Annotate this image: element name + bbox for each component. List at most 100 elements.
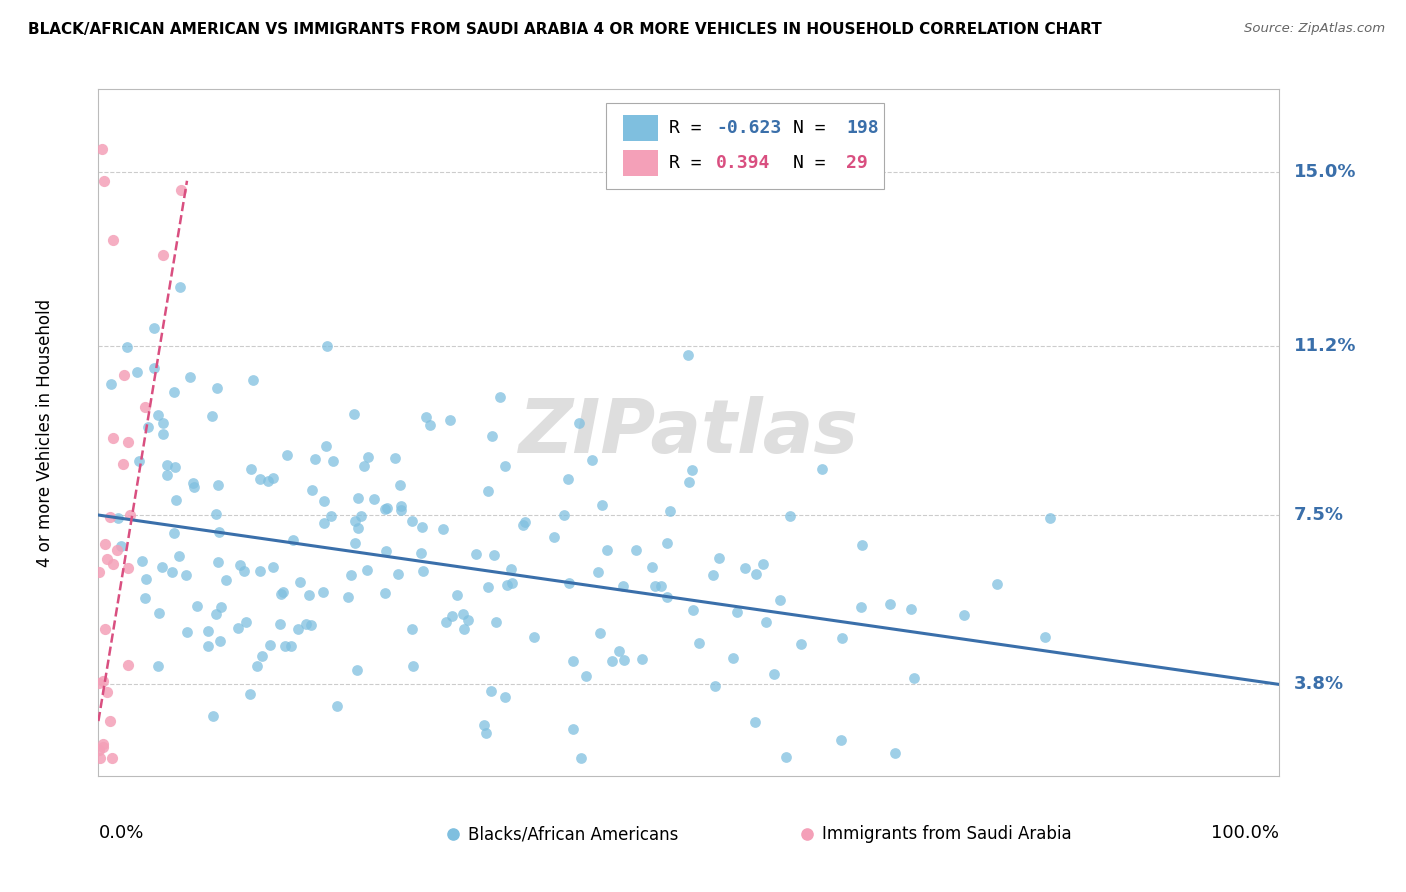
- Point: [384, 450, 406, 465]
- Point: [558, 576, 581, 591]
- Point: [181, 475, 204, 490]
- Text: 11.2%: 11.2%: [1294, 336, 1357, 355]
- Point: [479, 684, 502, 698]
- Point: [299, 617, 322, 632]
- Point: [485, 615, 508, 629]
- Text: ZIPatlas: ZIPatlas: [519, 396, 859, 469]
- Point: [229, 558, 252, 572]
- Point: [340, 567, 363, 582]
- Point: [830, 733, 852, 747]
- Point: [207, 555, 229, 569]
- Point: [640, 560, 662, 574]
- Point: [271, 584, 294, 599]
- Point: [176, 625, 198, 640]
- Point: [301, 483, 323, 498]
- Point: [100, 750, 122, 764]
- Point: [117, 657, 139, 672]
- Point: [304, 451, 326, 466]
- Point: [744, 714, 766, 729]
- Point: [343, 407, 366, 421]
- Point: [557, 472, 579, 486]
- Point: [387, 567, 409, 582]
- Point: [250, 649, 273, 664]
- Point: [588, 566, 610, 580]
- Point: [496, 578, 519, 592]
- Point: [156, 458, 179, 472]
- Point: [347, 491, 370, 506]
- Point: [477, 580, 499, 594]
- Point: [315, 439, 337, 453]
- Point: [152, 247, 174, 261]
- Point: [148, 659, 170, 673]
- Point: [523, 630, 546, 644]
- Point: [321, 509, 343, 524]
- Point: [754, 615, 776, 630]
- Point: [314, 493, 336, 508]
- Point: [734, 561, 756, 575]
- Point: [118, 508, 141, 522]
- Point: [163, 459, 186, 474]
- Point: [344, 514, 367, 528]
- Point: [356, 563, 378, 577]
- Point: [167, 549, 190, 563]
- Point: [169, 280, 191, 294]
- Text: BLACK/AFRICAN AMERICAN VS IMMIGRANTS FROM SAUDI ARABIA 4 OR MORE VEHICLES IN HOU: BLACK/AFRICAN AMERICAN VS IMMIGRANTS FRO…: [28, 22, 1102, 37]
- Point: [142, 361, 165, 376]
- Point: [678, 475, 700, 489]
- Point: [562, 723, 585, 737]
- Point: [246, 658, 269, 673]
- Text: 29: 29: [846, 153, 868, 171]
- Point: [401, 514, 423, 528]
- Point: [152, 426, 174, 441]
- Point: [226, 621, 249, 635]
- Point: [150, 559, 173, 574]
- Point: [295, 616, 318, 631]
- Point: [249, 564, 271, 578]
- Text: Blacks/African Americans: Blacks/African Americans: [468, 825, 679, 844]
- Text: 100.0%: 100.0%: [1212, 824, 1279, 842]
- Point: [682, 603, 704, 617]
- Point: [775, 750, 797, 764]
- Text: 198: 198: [846, 120, 879, 137]
- Point: [87, 742, 110, 756]
- Point: [596, 543, 619, 558]
- Point: [205, 381, 228, 395]
- Point: [103, 558, 125, 572]
- Point: [607, 644, 630, 658]
- Point: [91, 739, 114, 754]
- Point: [495, 458, 517, 473]
- Point: [233, 564, 256, 578]
- Point: [402, 659, 425, 673]
- Point: [725, 605, 748, 619]
- Point: [657, 590, 679, 604]
- Point: [114, 368, 136, 383]
- Point: [374, 502, 396, 516]
- Point: [163, 384, 186, 399]
- Point: [986, 577, 1008, 591]
- Point: [849, 599, 872, 614]
- Point: [98, 714, 121, 728]
- Point: [779, 508, 801, 523]
- Point: [553, 508, 575, 522]
- Point: [1033, 630, 1056, 644]
- Point: [298, 588, 321, 602]
- Point: [316, 339, 339, 353]
- Text: N =: N =: [793, 153, 837, 171]
- Point: [453, 607, 475, 622]
- Point: [494, 690, 516, 704]
- Point: [89, 750, 111, 764]
- Point: [543, 530, 565, 544]
- Text: N =: N =: [793, 120, 837, 137]
- Point: [274, 639, 297, 653]
- Point: [142, 320, 165, 334]
- Point: [280, 639, 302, 653]
- Point: [186, 599, 208, 614]
- Point: [681, 463, 703, 477]
- Point: [100, 376, 122, 391]
- Point: [201, 709, 224, 723]
- Point: [811, 461, 834, 475]
- Point: [650, 579, 672, 593]
- Point: [457, 614, 479, 628]
- Point: [659, 504, 682, 518]
- Point: [721, 651, 744, 665]
